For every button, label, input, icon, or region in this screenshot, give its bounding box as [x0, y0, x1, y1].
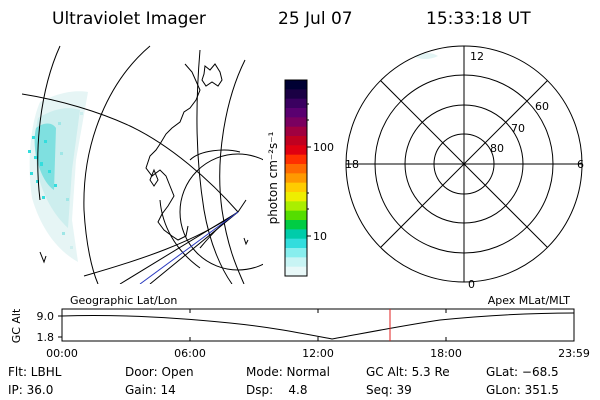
colorbar-segment — [285, 182, 307, 193]
altitude-ytick-low: 1.8 — [37, 331, 55, 344]
altitude-ytick-high: 9.0 — [37, 310, 55, 323]
lat-label-70: 70 — [511, 122, 525, 135]
time-label: 15:33:18 UT — [426, 9, 531, 29]
colorbar-tick-10: 10 — [313, 230, 327, 243]
colorbar-segment — [285, 80, 307, 90]
colorbar-segment — [285, 266, 307, 277]
geographic-map — [22, 45, 263, 284]
colorbar-segment — [285, 136, 307, 146]
mlt-label-18: 18 — [345, 158, 359, 171]
dsp-status: Dsp: 4.8 — [246, 383, 308, 397]
seq-status: Seq: 39 — [366, 383, 412, 397]
instrument-title: Ultraviolet Imager — [52, 9, 206, 29]
map-caption: Geographic Lat/Lon — [70, 294, 177, 307]
date-label: 25 Jul 07 — [278, 9, 353, 29]
altitude-ylabel: GC Alt — [10, 308, 23, 343]
door-status: Door: Open — [125, 365, 194, 379]
colorbar-segment — [285, 164, 307, 174]
polar-plot: 12 18 6 0 60 70 80 — [345, 45, 584, 291]
lat-label-60: 60 — [535, 100, 549, 113]
colorbar-segment — [285, 126, 307, 137]
colorbar-segment — [285, 192, 307, 202]
colorbar-segment — [285, 98, 307, 109]
aurora-image — [28, 91, 88, 262]
altitude-curve — [62, 312, 574, 340]
gc-alt-status: GC Alt: 5.3 Re — [366, 365, 450, 379]
colorbar: 100 10 photon cm⁻²s⁻¹ — [266, 79, 334, 277]
colorbar-label: photon cm⁻²s⁻¹ — [266, 131, 280, 224]
colorbar-segment — [285, 220, 307, 230]
colorbar-segment — [285, 257, 307, 268]
time-tick-1200: 12:00 — [302, 347, 334, 360]
altitude-plot: GC Alt 9.0 1.8 00:00 06:00 12:00 18:00 2… — [10, 308, 590, 360]
glat-status: GLat: −68.5 — [486, 365, 559, 379]
colorbar-segment — [285, 248, 307, 258]
time-tick-0600: 06:00 — [174, 347, 206, 360]
mlt-label-12: 12 — [470, 50, 484, 63]
colorbar-segment — [285, 210, 307, 221]
filter-status: Flt: LBHL — [8, 365, 62, 379]
time-tick-0000: 00:00 — [46, 347, 78, 360]
colorbar-segment — [285, 201, 307, 212]
coastline — [39, 63, 249, 264]
colorbar-segment — [285, 117, 307, 128]
colorbar-segment — [285, 154, 307, 165]
colorbar-segment — [285, 89, 307, 100]
mode-status: Mode: Normal — [246, 365, 330, 379]
colorbar-segment — [285, 238, 307, 249]
colorbar-segment — [285, 108, 307, 118]
time-tick-2359: 23:59 — [558, 347, 590, 360]
mlt-label-0: 0 — [468, 278, 475, 291]
lat-label-80: 80 — [490, 142, 504, 155]
glon-status: GLon: 351.5 — [486, 383, 559, 397]
colorbar-segment — [285, 145, 307, 156]
colorbar-segment — [285, 173, 307, 184]
time-tick-1800: 18:00 — [430, 347, 462, 360]
mlt-label-6: 6 — [577, 158, 584, 171]
colorbar-segment — [285, 229, 307, 240]
colorbar-tick-100: 100 — [313, 141, 334, 154]
gain-status: Gain: 14 — [125, 383, 176, 397]
orbit-track — [139, 211, 239, 284]
ip-status: IP: 36.0 — [8, 383, 54, 397]
latlon-grid — [22, 45, 263, 284]
polar-caption: Apex MLat/MLT — [488, 294, 571, 307]
